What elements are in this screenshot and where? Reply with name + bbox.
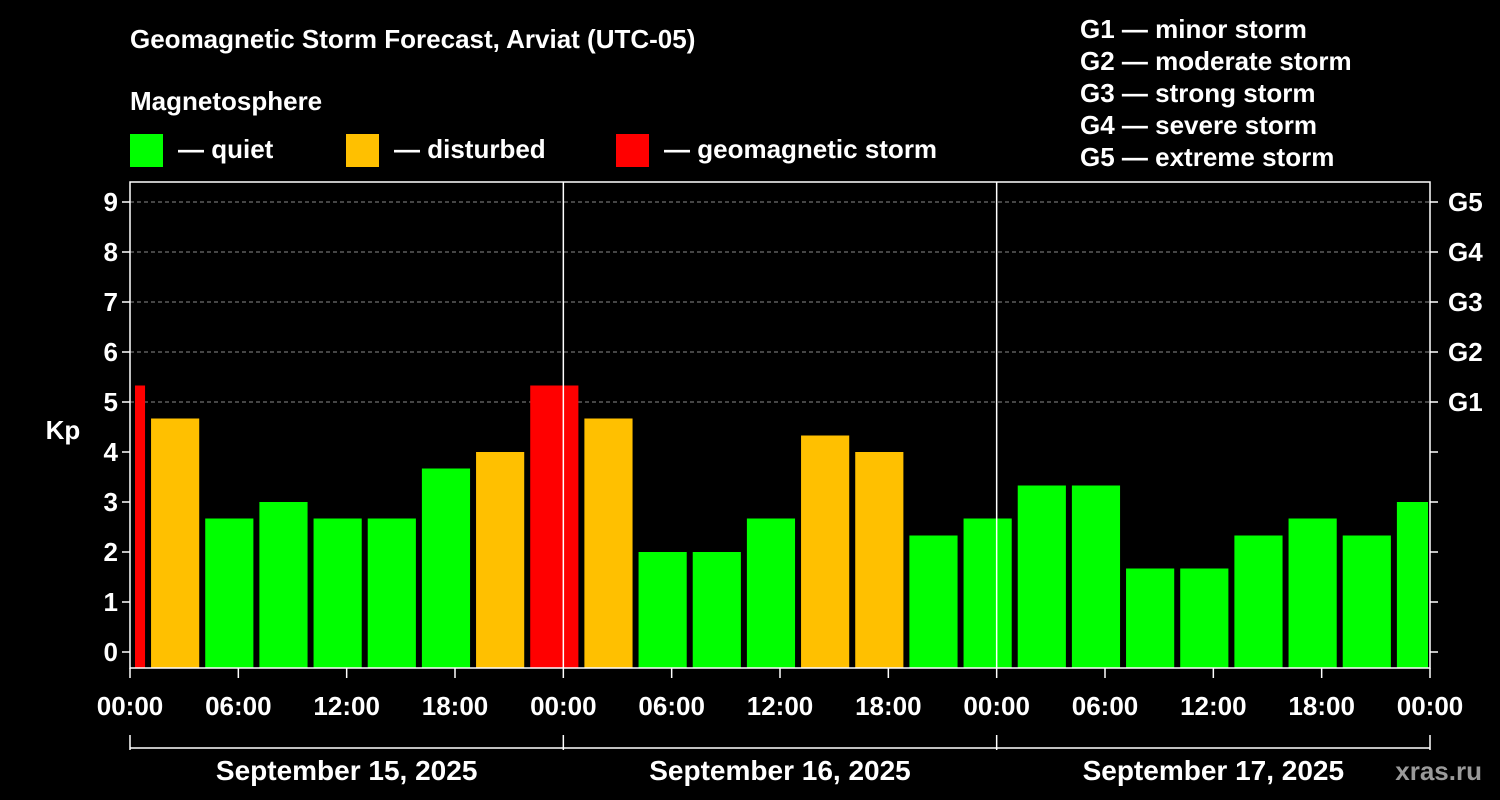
x-tick-label: 18:00 [422, 691, 489, 721]
x-tick-label: 12:00 [1180, 691, 1247, 721]
storm-level-label: G1 [1448, 387, 1483, 417]
storm-level-label: G3 [1448, 287, 1483, 317]
x-tick-label: 06:00 [638, 691, 705, 721]
kp-bar [746, 518, 796, 668]
day-label: September 16, 2025 [649, 755, 911, 786]
x-tick-label: 00:00 [1397, 691, 1464, 721]
kp-bar [1288, 518, 1337, 668]
y-axis-label: Kp [46, 415, 81, 445]
y-tick-label: 7 [104, 287, 118, 317]
kp-bar [1017, 485, 1066, 668]
y-tick-label: 0 [104, 637, 118, 667]
day-label: September 17, 2025 [1083, 755, 1345, 786]
legend-label: — geomagnetic storm [664, 134, 937, 164]
storm-scale-item: G4 — severe storm [1080, 110, 1317, 140]
storm-scale-item: G1 — minor storm [1080, 14, 1307, 44]
y-axis: 0 1 2 3 4 5 6 7 8 9 [104, 187, 130, 667]
kp-bar [259, 502, 308, 668]
legend-title: Magnetosphere [130, 86, 322, 116]
x-axis: 00:00 06:00 12:00 18:00 00:00 06:00 12:00 18:00… [97, 668, 1464, 721]
x-tick-label: 00:00 [97, 691, 164, 721]
y-tick-label: 4 [104, 437, 119, 467]
x-tick-label: 06:00 [1072, 691, 1139, 721]
storm-level-label: G5 [1448, 187, 1483, 217]
y-tick-label: 2 [104, 537, 118, 567]
chart-title: Geomagnetic Storm Forecast, Arviat (UTC-… [130, 24, 695, 54]
x-tick-label: 12:00 [313, 691, 380, 721]
kp-bar [421, 468, 471, 668]
kp-bar [1126, 568, 1175, 668]
kp-bar [530, 385, 579, 668]
kp-bar [205, 518, 254, 668]
storm-level-label: G4 [1448, 237, 1483, 267]
kp-bar [1234, 535, 1283, 668]
kp-bar [855, 452, 904, 668]
kp-bar [367, 518, 416, 668]
kp-bar [692, 552, 741, 668]
day-labels: September 15, 2025 September 16, 2025 Sept… [129, 735, 1431, 786]
storm-scale-item: G5 — extreme storm [1080, 142, 1334, 172]
storm-scale-item: G2 — moderate storm [1080, 46, 1352, 76]
y-tick-label: 9 [104, 187, 118, 217]
x-tick-label: 18:00 [1288, 691, 1355, 721]
day-label: September 15, 2025 [216, 755, 478, 786]
storm-level-axis: G1 G2 G3 G4 G5 [1430, 187, 1483, 653]
legend: — quiet — disturbed — geomagnetic storm [130, 134, 937, 167]
legend-swatch [346, 134, 379, 167]
y-tick-label: 5 [104, 387, 118, 417]
kp-bar [1342, 535, 1391, 668]
x-tick-label: 00:00 [963, 691, 1030, 721]
gridlines [130, 201, 1430, 403]
kp-bar [801, 435, 850, 668]
kp-bar [1396, 502, 1428, 668]
y-tick-label: 3 [104, 487, 118, 517]
kp-bar [313, 518, 362, 668]
legend-label: — disturbed [394, 134, 546, 164]
day-dividers [562, 182, 998, 668]
kp-bar [151, 418, 200, 668]
y-tick-label: 1 [104, 587, 118, 617]
kp-bar [638, 552, 687, 668]
x-tick-label: 06:00 [205, 691, 272, 721]
legend-swatch [616, 134, 649, 167]
kp-bar [1180, 568, 1229, 668]
bars [135, 385, 1428, 668]
kp-bar [963, 518, 1012, 668]
kp-bar [584, 418, 633, 668]
legend-swatch [130, 134, 163, 167]
storm-scale-item: G3 — strong storm [1080, 78, 1315, 108]
kp-bar [135, 385, 146, 668]
x-tick-label: 18:00 [855, 691, 922, 721]
legend-label: — quiet [178, 134, 274, 164]
kp-bar [1071, 485, 1121, 668]
x-tick-label: 12:00 [747, 691, 814, 721]
watermark: xras.ru [1395, 756, 1482, 786]
x-tick-label: 00:00 [530, 691, 597, 721]
storm-level-label: G2 [1448, 337, 1483, 367]
y-tick-label: 8 [104, 237, 118, 267]
kp-bar [476, 452, 525, 668]
kp-bar [909, 535, 958, 668]
y-tick-label: 6 [104, 337, 118, 367]
